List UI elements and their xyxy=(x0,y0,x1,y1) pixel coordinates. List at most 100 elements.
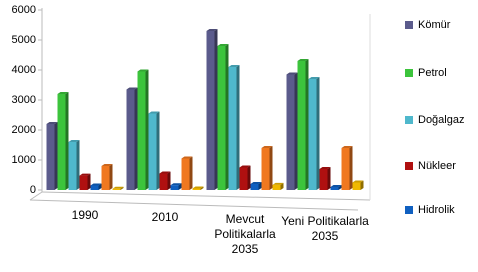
bar-top xyxy=(68,140,80,142)
bar-side xyxy=(294,72,298,190)
bar-side xyxy=(134,87,138,190)
bar-top xyxy=(286,72,298,75)
bar-top xyxy=(137,69,149,72)
bar-top xyxy=(181,156,193,159)
bar xyxy=(206,31,215,190)
floor-line xyxy=(41,191,371,201)
bar xyxy=(57,94,66,190)
bar-side xyxy=(338,185,342,190)
bar xyxy=(159,173,168,190)
y-tick-label: 6000 xyxy=(12,4,36,16)
bar-top xyxy=(126,87,138,90)
legend-label: Hidrolik xyxy=(418,204,455,216)
bar-top xyxy=(206,29,218,31)
legend-swatch xyxy=(405,21,413,29)
bar-top xyxy=(159,171,171,174)
legend-label: Kömür xyxy=(418,19,451,31)
bar xyxy=(261,148,270,190)
bar-top xyxy=(352,180,364,183)
bar xyxy=(228,67,237,190)
bar xyxy=(286,74,295,190)
legend-label: Nükleer xyxy=(418,160,456,172)
bar-top xyxy=(90,183,102,186)
y-tick-label: 2000 xyxy=(12,124,36,136)
bar-side xyxy=(269,146,273,190)
bar xyxy=(79,175,88,190)
bar xyxy=(112,188,121,190)
legend-label: Petrol xyxy=(418,67,447,79)
bar-top xyxy=(341,146,353,148)
bar xyxy=(297,61,306,190)
bar xyxy=(126,89,135,190)
bar-top xyxy=(79,173,91,176)
floor-side xyxy=(29,191,43,201)
legend-swatch xyxy=(405,69,413,77)
bar xyxy=(46,124,55,190)
bar xyxy=(308,79,317,190)
bar xyxy=(181,158,190,190)
bar xyxy=(330,187,339,190)
bar-top xyxy=(192,186,204,189)
x-tick-label: Yeni Politikalarla 2035 xyxy=(281,214,369,243)
bar xyxy=(137,71,146,190)
bar xyxy=(272,184,281,190)
bar-side xyxy=(214,29,218,190)
bar-top xyxy=(148,111,160,114)
bar-side xyxy=(109,164,113,190)
bar xyxy=(250,184,259,190)
bar xyxy=(170,185,179,190)
legend-swatch xyxy=(405,162,413,170)
bar-side xyxy=(280,182,284,190)
bar xyxy=(239,167,248,190)
legend-swatch xyxy=(405,206,413,214)
bar-side xyxy=(247,165,251,190)
bar-side xyxy=(65,92,69,190)
bar-top xyxy=(239,165,251,168)
bar-side xyxy=(98,183,102,190)
bar-top xyxy=(57,92,69,94)
bar-side xyxy=(316,77,320,190)
bar-side xyxy=(305,59,309,190)
bar-side xyxy=(76,140,80,190)
legend-swatch xyxy=(405,116,413,124)
x-tick-label: Mevcut Politikalarla 2035 xyxy=(214,212,276,256)
bar-top xyxy=(46,122,58,124)
bar-side xyxy=(225,44,229,190)
bar-top xyxy=(250,182,262,184)
bar-top xyxy=(272,182,284,185)
floor-edge xyxy=(29,199,359,211)
bar-side xyxy=(189,156,193,190)
bar-side xyxy=(167,171,171,190)
bar-top xyxy=(319,167,331,169)
bar xyxy=(68,142,77,190)
y-tick-label: 1000 xyxy=(12,154,36,166)
bar-top xyxy=(170,183,182,186)
legend-label: Doğalgaz xyxy=(418,114,464,126)
bar-side xyxy=(145,69,149,190)
bar-side xyxy=(200,186,204,190)
x-tick-label: 1990 xyxy=(71,208,99,222)
bar-side xyxy=(349,146,353,190)
bar-top xyxy=(261,146,273,148)
bar-top xyxy=(330,185,342,187)
bar xyxy=(217,46,226,190)
bar-top xyxy=(308,77,320,79)
bar-side xyxy=(156,111,160,190)
bar-top xyxy=(297,59,309,61)
bar xyxy=(352,182,361,190)
bar-side xyxy=(54,122,58,190)
bar-side xyxy=(87,173,91,190)
bar-side xyxy=(360,180,364,190)
bar-top xyxy=(228,65,240,67)
bar xyxy=(192,188,201,190)
y-tick-label: 4000 xyxy=(12,64,36,76)
bar-side xyxy=(236,65,240,190)
bar-top xyxy=(112,186,124,189)
x-tick-label: 2010 xyxy=(151,210,179,224)
bar-side xyxy=(327,167,331,190)
bar-top xyxy=(217,44,229,46)
bar xyxy=(90,185,99,190)
bar xyxy=(148,113,157,190)
